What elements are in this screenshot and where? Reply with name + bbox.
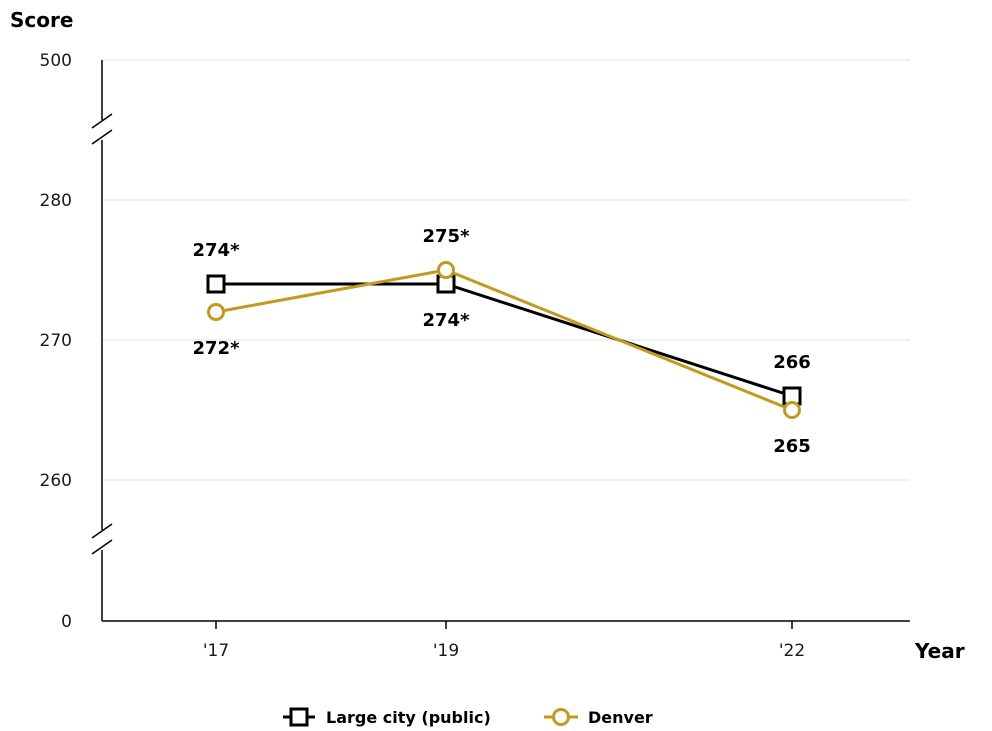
data-labels: 274* 274* 266 272* 275* 265: [193, 226, 811, 457]
legend-circle-marker: [552, 708, 570, 726]
axis-break-mark: [91, 129, 113, 145]
axes: [91, 60, 910, 622]
x-tick-label: '22: [779, 641, 805, 661]
x-axis-title: Year: [914, 639, 965, 663]
circle-marker: [207, 303, 225, 321]
data-label: 275*: [423, 226, 471, 247]
axis-break-mark: [91, 523, 113, 539]
legend-label: Denver: [588, 708, 653, 727]
circle-marker: [437, 261, 455, 279]
data-label: 274*: [193, 240, 241, 261]
square-marker: [206, 274, 226, 294]
y-tick-label: 260: [40, 471, 72, 491]
y-tick-label: 280: [40, 191, 72, 211]
x-tick-labels: '17 '19 '22: [203, 621, 805, 661]
legend-label: Large city (public): [326, 708, 491, 727]
y-tick-label: 0: [61, 612, 72, 632]
legend-square-marker: [289, 707, 309, 727]
y-tick-label: 270: [40, 331, 72, 351]
series-group: [206, 261, 802, 419]
data-label: 274*: [423, 310, 471, 331]
x-tick-label: '19: [433, 641, 459, 661]
data-label: 265: [773, 436, 811, 457]
data-label: 266: [773, 352, 811, 373]
circle-marker: [783, 401, 801, 419]
data-label: 272*: [193, 338, 241, 359]
y-tick-label: 500: [40, 51, 72, 71]
axis-break-mark: [91, 539, 113, 555]
legend: Large city (public) Denver: [283, 707, 653, 727]
y-tick-labels: 500 280 270 260 0: [40, 51, 72, 632]
axis-break-mark: [91, 113, 113, 129]
y-axis-title: Score: [10, 8, 73, 32]
gridlines: [102, 59, 910, 481]
x-tick-label: '17: [203, 641, 229, 661]
